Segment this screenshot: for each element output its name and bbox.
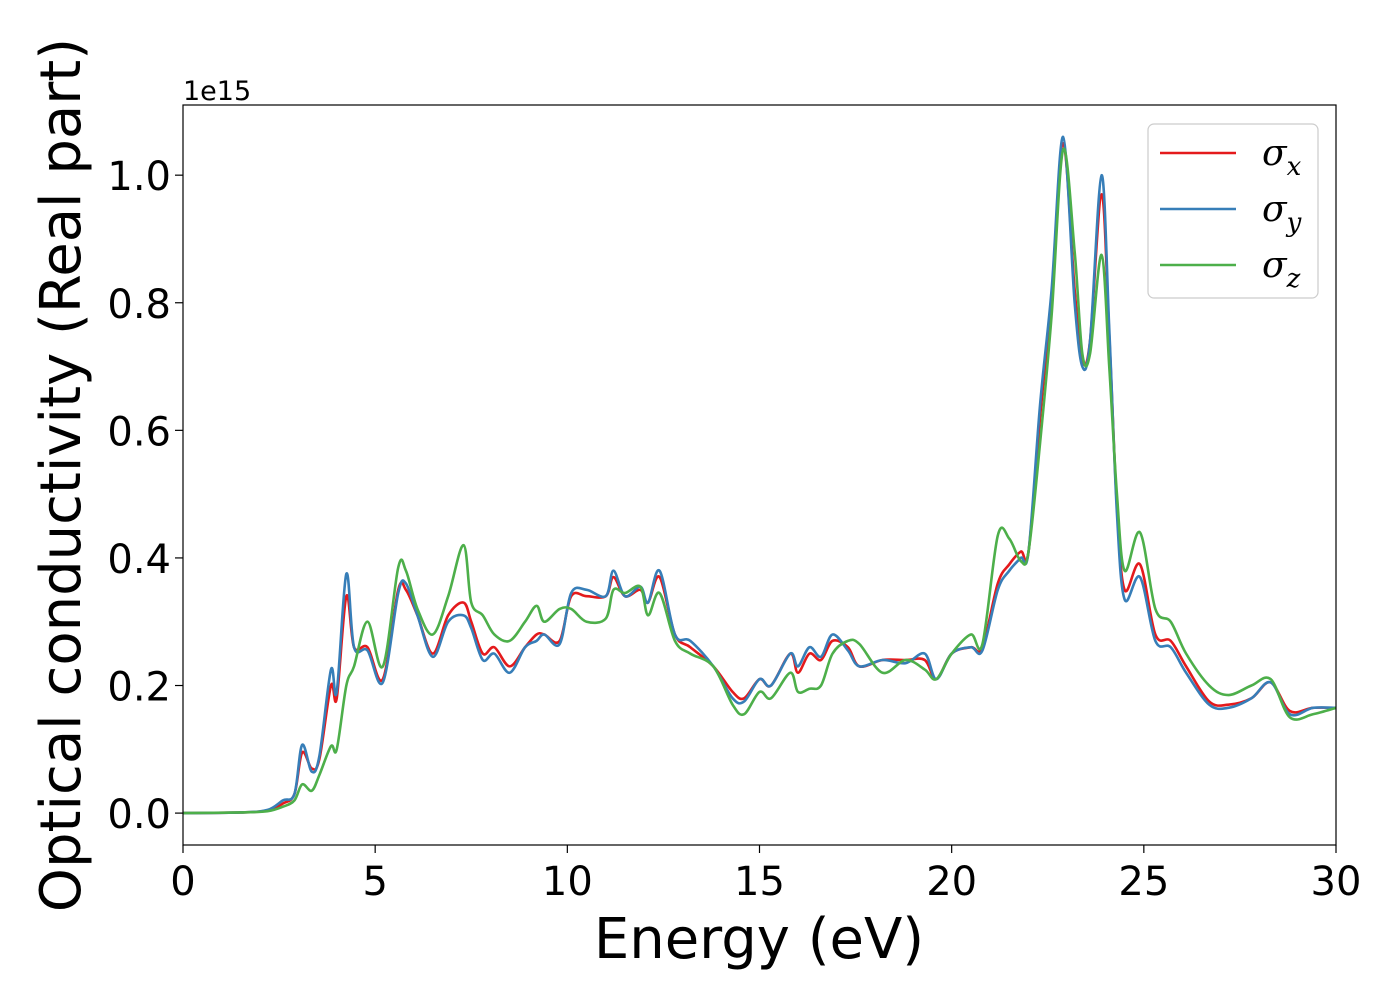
legend: σx σy σz [1147, 123, 1319, 299]
legend-label-z: σz [1262, 245, 1301, 294]
x-tick-label: 0 [170, 859, 195, 905]
series-line-z [182, 147, 1337, 815]
legend-label-x: σx [1262, 133, 1302, 182]
y-tick-label: 0.6 [107, 409, 171, 455]
y-tick-label: 1.0 [107, 154, 171, 200]
legend-label-y: σy [1262, 189, 1302, 238]
x-tick-label: 20 [926, 859, 977, 905]
x-tick-label: 10 [542, 859, 593, 905]
y-tick-label: 0.8 [107, 282, 171, 328]
x-tick-label: 15 [734, 859, 785, 905]
plot-area [183, 105, 1336, 845]
y-axis-ticks: 0.0 0.2 0.4 0.6 0.8 1.0 [107, 154, 183, 838]
series-line-y [182, 135, 1337, 815]
x-tick-label: 5 [362, 859, 387, 905]
x-axis-label: Energy (eV) [594, 907, 924, 972]
y-offset-label: 1e15 [183, 76, 251, 107]
series-group [182, 135, 1337, 815]
y-tick-label: 0.0 [107, 792, 171, 838]
y-tick-label: 0.4 [107, 537, 171, 583]
x-tick-label: 30 [1311, 859, 1362, 905]
x-axis-ticks: 0 5 10 15 20 25 30 [170, 845, 1361, 905]
y-axis-label: Optical conductivity (Real part) [29, 38, 94, 912]
x-tick-label: 25 [1118, 859, 1169, 905]
legend-box [1147, 123, 1319, 299]
y-tick-label: 0.2 [107, 665, 171, 711]
